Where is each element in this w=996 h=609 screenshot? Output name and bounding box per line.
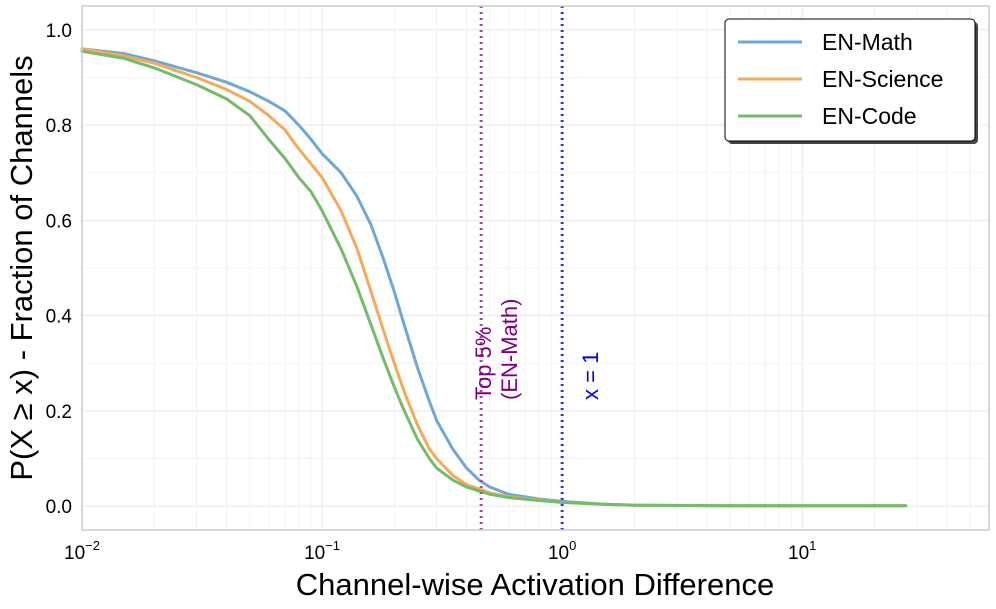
series-line-en-code bbox=[80, 49, 908, 508]
y-tick-label: 0.0 bbox=[46, 497, 72, 518]
y-tick-label: 0.8 bbox=[46, 116, 72, 137]
reference-line-label: Top 5% bbox=[471, 327, 496, 400]
x-tick-label: 100 bbox=[548, 538, 576, 564]
y-axis-label: P(X ≥ x) - Fraction of Channels bbox=[4, 55, 39, 480]
x-tick-label: 101 bbox=[788, 538, 816, 564]
legend-label: EN-Math bbox=[822, 29, 913, 55]
tick-labels: 0.0 0.2 0.4 0.6 0.8 1.0 10−2 10−1 100 101 bbox=[46, 21, 817, 564]
legend-box bbox=[724, 18, 976, 142]
y-tick-label: 1.0 bbox=[46, 21, 72, 42]
y-tick-label: 0.2 bbox=[46, 402, 72, 423]
series-layer bbox=[80, 47, 908, 508]
x-axis-label: Channel-wise Activation Difference bbox=[296, 567, 774, 602]
x-tick-label: 10−1 bbox=[304, 538, 340, 564]
plot-frame bbox=[81, 5, 990, 531]
legend-label: EN-Science bbox=[822, 66, 943, 92]
reference-lines: Top 5% (EN-Math) x = 1 bbox=[471, 6, 603, 530]
reference-line-label: (EN-Math) bbox=[497, 299, 522, 400]
reference-line-label: x = 1 bbox=[578, 352, 603, 400]
x-tick-label: 10−2 bbox=[64, 538, 100, 564]
legend: EN-Math EN-Science EN-Code bbox=[724, 18, 978, 144]
legend-label: EN-Code bbox=[822, 103, 917, 129]
y-tick-label: 0.4 bbox=[46, 307, 73, 328]
y-tick-label: 0.6 bbox=[46, 211, 72, 232]
